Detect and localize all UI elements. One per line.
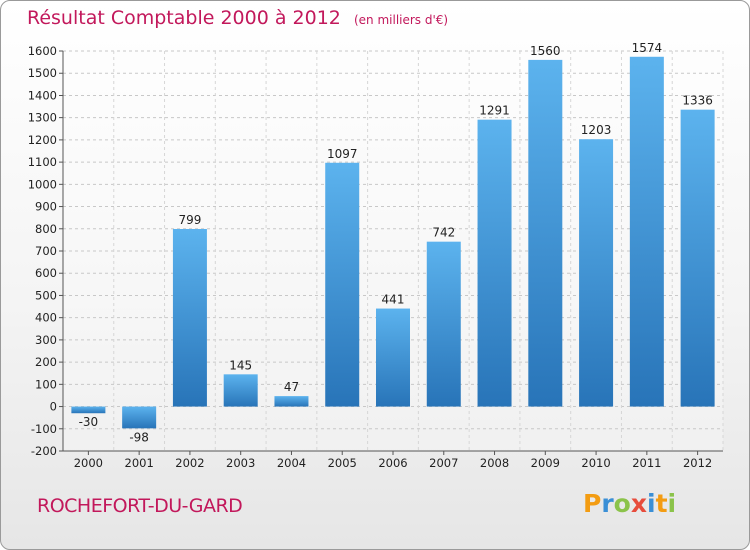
bar (223, 374, 258, 407)
bar-value-label: 742 (432, 226, 455, 240)
x-tick-label: 2008 (480, 456, 509, 470)
bar (629, 56, 664, 407)
x-tick-label: 2007 (429, 456, 458, 470)
logo-letter: i (647, 489, 656, 518)
x-tick-label: 2005 (328, 456, 357, 470)
x-tick-label: 2011 (632, 456, 661, 470)
y-tick-label: 300 (35, 333, 57, 347)
y-tick-label: -200 (31, 444, 57, 458)
x-tick-label: 2006 (378, 456, 407, 470)
bar-value-label: -30 (79, 415, 99, 429)
bar-value-label: 1574 (632, 41, 663, 55)
bar-value-label: 145 (229, 358, 252, 372)
y-tick-label: 1000 (28, 177, 57, 191)
bar-value-label: 1336 (682, 94, 713, 108)
x-tick-label: 2010 (581, 456, 610, 470)
x-tick-label: 2003 (226, 456, 255, 470)
y-tick-label: 1100 (28, 155, 57, 169)
logo-letter: r (601, 489, 614, 518)
x-tick-label: 2012 (683, 456, 712, 470)
y-tick-label: 1300 (28, 111, 57, 125)
chart-title: Résultat Comptable 2000 à 2012 (en milli… (27, 7, 448, 29)
logo-letter: o (613, 489, 631, 518)
chart-title-main: Résultat Comptable 2000 à 2012 (27, 7, 341, 29)
bar-value-label: 1203 (581, 123, 612, 137)
x-tick-label: 2000 (74, 456, 103, 470)
bar-value-label: 441 (382, 293, 405, 307)
x-tick-label: 2009 (531, 456, 560, 470)
bar-value-label: 799 (178, 213, 201, 227)
x-tick-label: 2001 (125, 456, 154, 470)
bar (477, 119, 512, 407)
bar (274, 396, 309, 407)
bar (528, 59, 563, 407)
y-tick-label: 1600 (28, 44, 57, 58)
bar (122, 406, 157, 429)
logo-letter: P (583, 489, 602, 518)
bar (376, 308, 410, 407)
y-tick-label: 700 (35, 244, 57, 258)
logo-letter: x (630, 489, 647, 518)
bar-value-label: 1560 (530, 44, 561, 58)
logo-letter: i (667, 489, 677, 518)
y-tick-label: 1200 (28, 133, 57, 147)
y-tick-label: 400 (35, 311, 57, 325)
bar (680, 109, 715, 407)
y-tick-label: 800 (35, 222, 57, 236)
x-tick-label: 2002 (175, 456, 204, 470)
y-tick-label: 200 (35, 355, 57, 369)
y-tick-label: 900 (35, 200, 57, 214)
logo-letter: t (655, 489, 668, 518)
chart-subtitle: (en milliers d'€) (353, 13, 449, 27)
bar (71, 406, 106, 414)
bar (579, 139, 614, 407)
bar-value-label: 47 (284, 380, 299, 394)
y-tick-label: 100 (35, 377, 57, 391)
y-tick-label: 1400 (28, 88, 57, 102)
bar (325, 162, 360, 407)
bar-value-label: 1097 (327, 147, 358, 161)
y-tick-label: 500 (35, 288, 57, 302)
bar-value-label: -98 (129, 430, 149, 444)
bar-value-label: 1291 (479, 104, 510, 118)
y-tick-label: 0 (50, 400, 57, 414)
proxiti-logo: Proxiti (583, 489, 676, 518)
y-tick-label: 1500 (28, 66, 57, 80)
y-tick-label: 600 (35, 266, 57, 280)
commune-name: ROCHEFORT-DU-GARD (37, 495, 243, 517)
x-tick-label: 2004 (277, 456, 306, 470)
bar (172, 229, 207, 407)
y-tick-label: -100 (31, 422, 57, 436)
bar (426, 241, 461, 407)
